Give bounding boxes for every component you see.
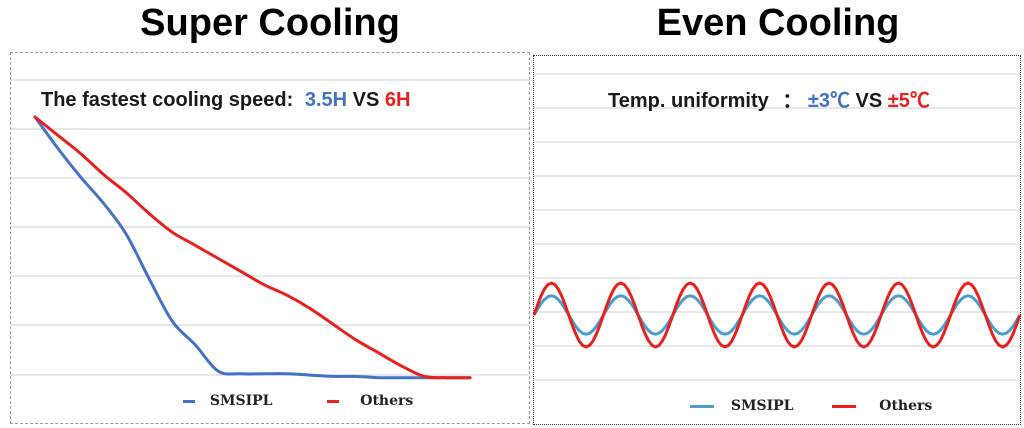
legend-label-others: Others	[360, 393, 414, 409]
legend-label-smsipl: SMSIPL	[730, 398, 794, 414]
vs-text: VS	[352, 89, 380, 111]
others-uniformity-value: ±5℃	[887, 90, 930, 112]
legend-swatch-others	[327, 399, 340, 403]
cooling-speed-subtitle-prefix: The fastest cooling speed:	[41, 89, 294, 111]
legend-swatch-others	[832, 404, 857, 408]
uniformity-subtitle: Temp. uniformity ： ±3℃ VS ±5℃	[608, 84, 930, 113]
even-cooling-heading: Even Cooling	[656, 2, 900, 44]
legend-swatch-smsipl	[183, 399, 195, 403]
others-time-value: 6H	[384, 89, 411, 111]
cooling-speed-chart-panel: The fastest cooling speed: 3.5H VS 6H SM…	[10, 52, 530, 424]
cooling-speed-legend: SMSIPL Others	[183, 393, 413, 409]
legend-label-others: Others	[879, 398, 933, 414]
temperature-uniformity-chart	[532, 73, 1022, 381]
uniformity-subtitle-prefix: Temp. uniformity	[608, 90, 769, 112]
smsipl-uniformity-value: ±3℃	[807, 90, 850, 112]
series-line-others	[33, 115, 472, 380]
super-cooling-heading: Super Cooling	[140, 2, 400, 44]
series-line-smsipl	[33, 115, 472, 380]
legend-swatch-smsipl	[690, 404, 714, 408]
temperature-uniformity-chart-panel: Temp. uniformity ： ±3℃ VS ±5℃ SMSIPL Oth…	[532, 55, 1022, 425]
uniformity-legend: SMSIPL Others	[690, 398, 932, 414]
smsipl-time-value: 3.5H	[304, 89, 348, 111]
uniformity-separator: ：	[782, 90, 803, 112]
legend-label-smsipl: SMSIPL	[209, 393, 273, 409]
series-line-others	[532, 281, 1022, 349]
cooling-speed-chart	[11, 79, 529, 380]
cooling-speed-subtitle: The fastest cooling speed: 3.5H VS 6H	[41, 89, 410, 112]
vs-text: VS	[855, 90, 883, 112]
